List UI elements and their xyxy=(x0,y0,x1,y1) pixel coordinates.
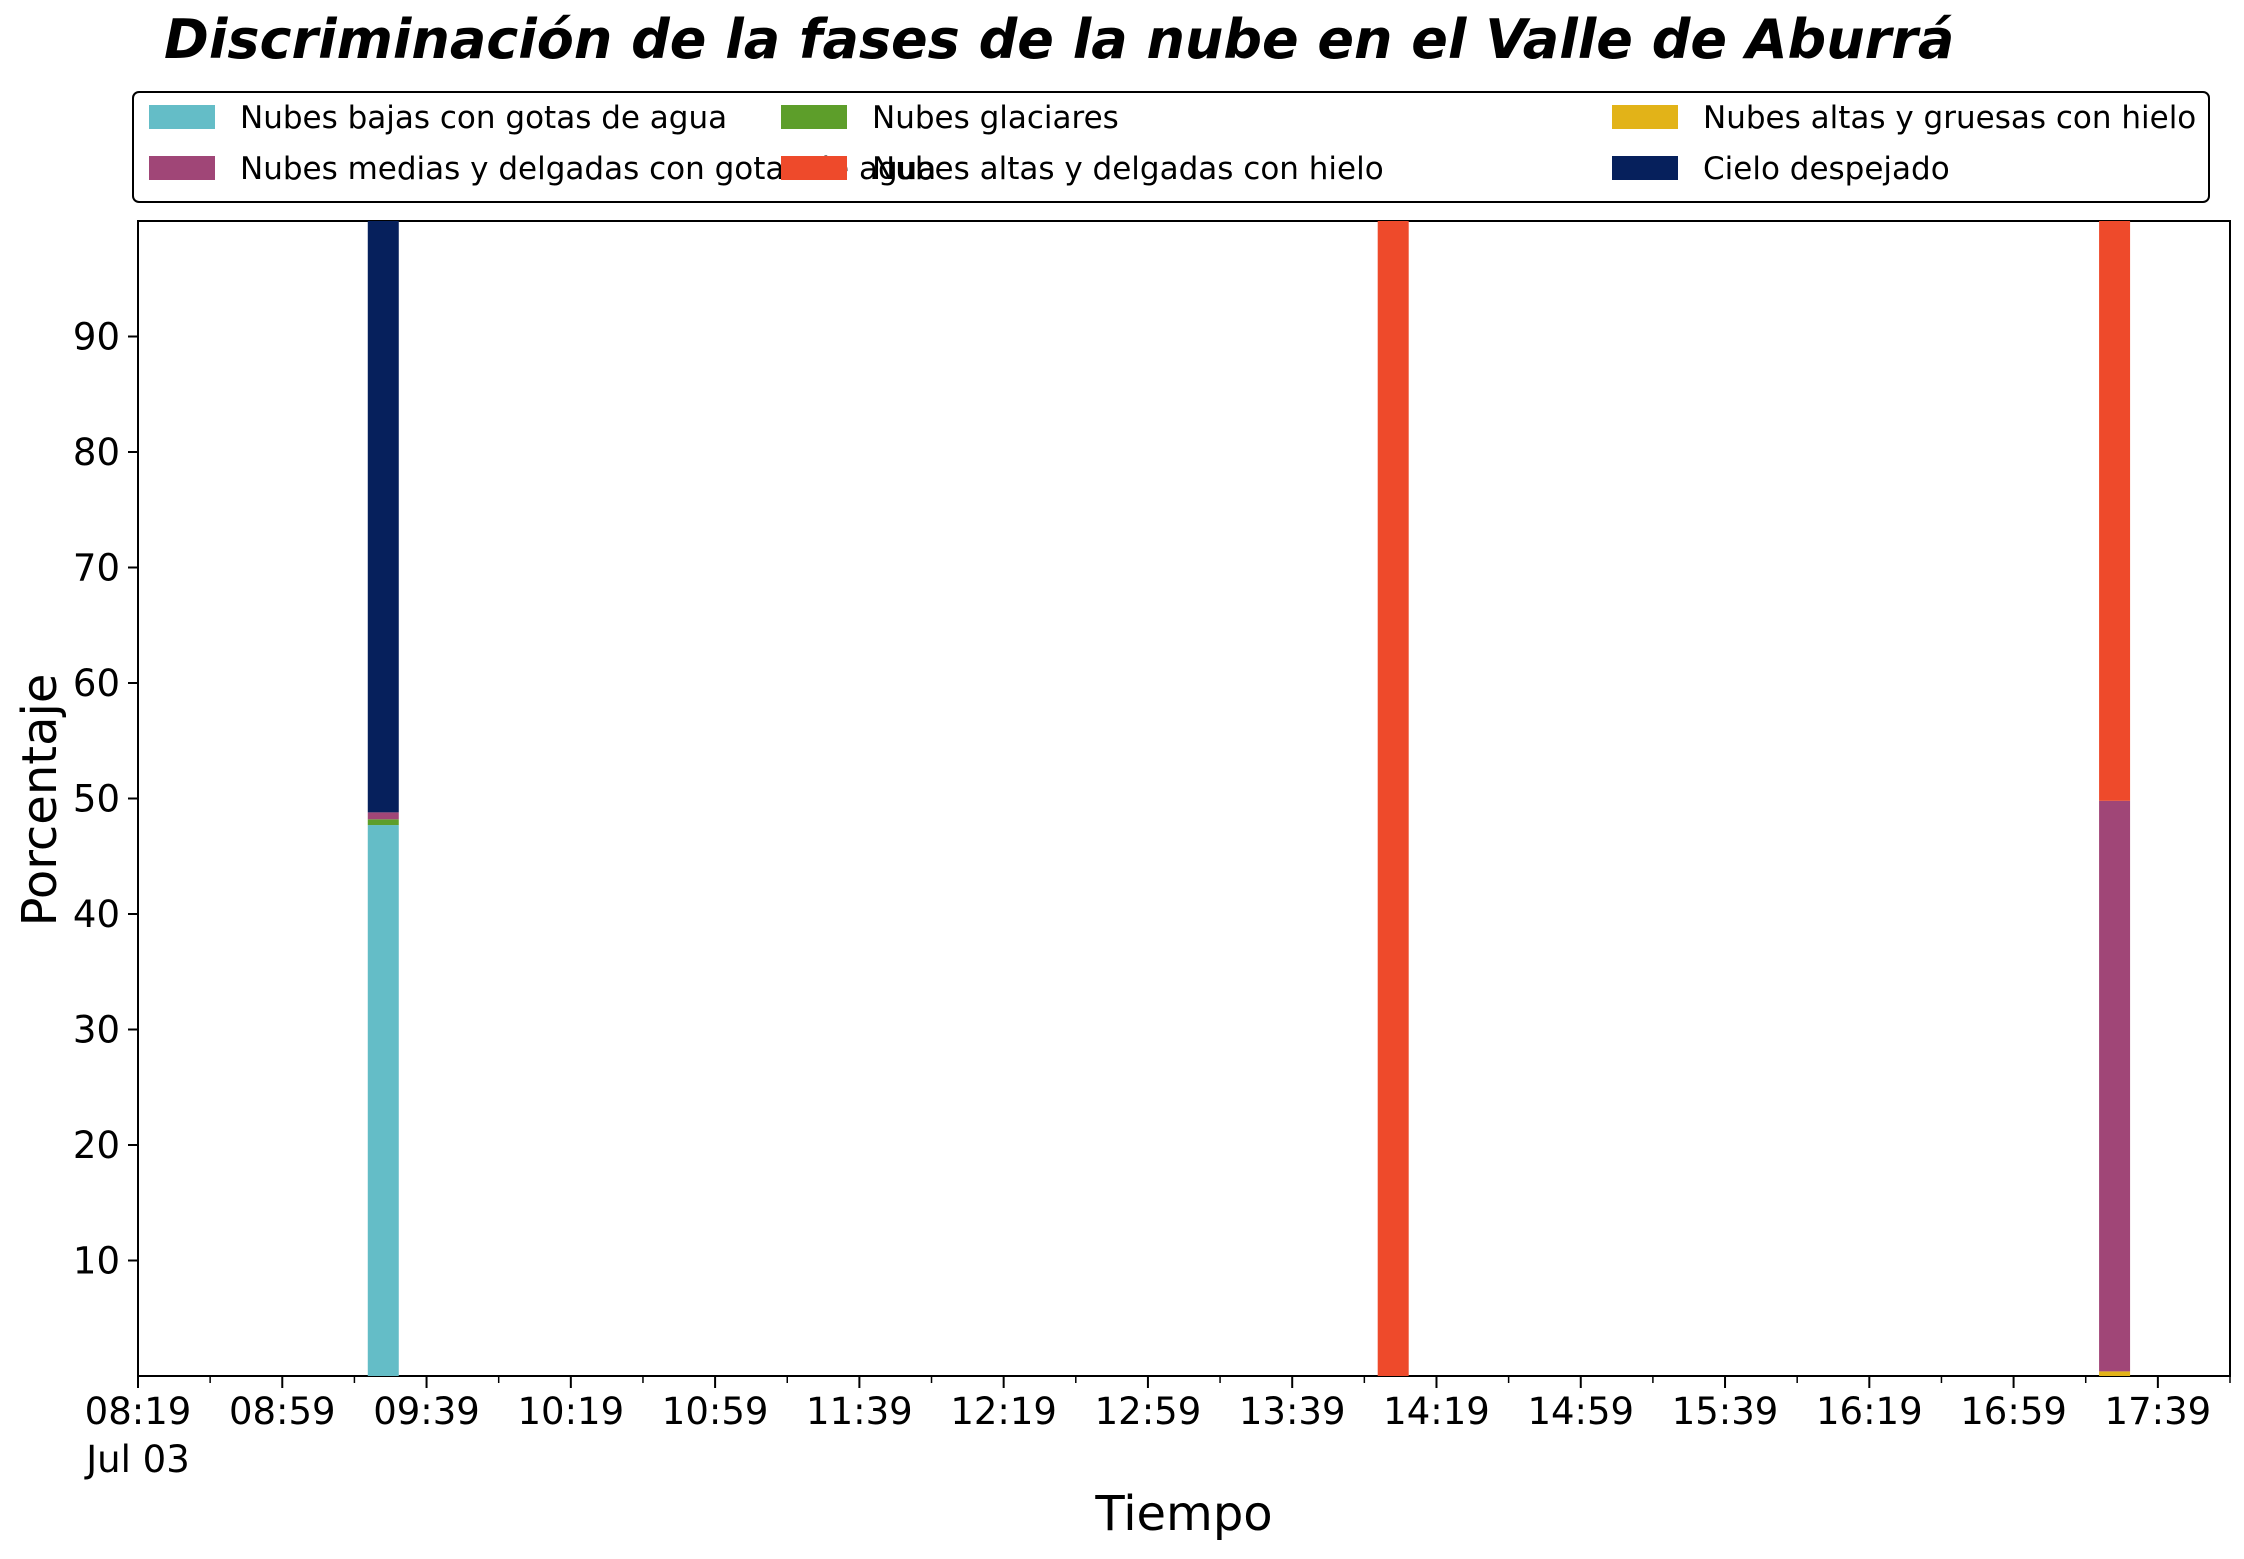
x-axis: 08:19 08:59 09:39 10:19 10:59 11:39 12:19 12:59… xyxy=(84,1376,2231,1481)
y-tick-label: 10 xyxy=(73,1240,120,1283)
y-tick-label: 30 xyxy=(73,1009,120,1052)
x-tick-label: 08:59 xyxy=(229,1390,336,1433)
x-tick-label: 09:39 xyxy=(373,1390,480,1433)
bar-segment-nubes-altas-y-gruesas-con-hielo-1727 xyxy=(2099,1371,2131,1376)
bar-segment-nubes-bajas-con-gotas-de-agua-0927 xyxy=(367,825,399,1376)
x-date-label: Jul 03 xyxy=(84,1438,189,1481)
y-tick-label: 60 xyxy=(73,662,120,705)
bar-segment-cielo-despejado-0927 xyxy=(367,221,399,813)
legend-label-nubes-altas-y-gruesas-con-hielo: Nubes altas y gruesas con hielo xyxy=(1703,100,2196,136)
plot-area: 10 20 30 40 50 60 70 80 90 08:19 08:59 09:39 10:19 1… xyxy=(73,220,2231,1481)
x-tick-label: 13:39 xyxy=(1239,1390,1346,1433)
x-tick-label: 10:59 xyxy=(662,1390,769,1433)
y-axis: 10 20 30 40 50 60 70 80 90 xyxy=(73,316,138,1283)
x-axis-label: Tiempo xyxy=(1094,1486,1272,1542)
plot-frame xyxy=(137,220,2231,1377)
bar-segment-nubes-altas-y-delgadas-con-hielo-1407 xyxy=(1377,221,1409,1376)
y-tick-label: 70 xyxy=(73,547,120,590)
y-tick-label: 40 xyxy=(73,893,120,936)
y-tick-label: 80 xyxy=(73,431,120,474)
legend-swatch-nubes-glaciares xyxy=(781,105,847,129)
chart-title: Discriminación de la fases de la nube en… xyxy=(164,8,1954,71)
bars xyxy=(367,221,2131,1376)
legend-label-nubes-bajas-con-gotas-de-agua: Nubes bajas con gotas de agua xyxy=(240,100,727,136)
x-tick-label: 12:19 xyxy=(950,1390,1057,1433)
y-tick-label: 50 xyxy=(73,778,120,821)
x-tick-label: 14:19 xyxy=(1383,1390,1490,1433)
legend: Nubes bajas con gotas de agua Nubes glaci… xyxy=(132,91,2210,203)
y-tick-label: 20 xyxy=(73,1124,120,1167)
x-tick-label: 14:59 xyxy=(1527,1390,1634,1433)
bar-segment-nubes-altas-y-delgadas-con-hielo-1727 xyxy=(2099,221,2131,801)
x-tick-label: 10:19 xyxy=(518,1390,625,1433)
y-tick-label: 90 xyxy=(73,316,120,359)
legend-swatch-cielo-despejado xyxy=(1612,156,1678,180)
y-axis-label: Porcentaje xyxy=(12,674,68,927)
legend-label-nubes-altas-y-delgadas-con-hielo: Nubes altas y delgadas con hielo xyxy=(872,151,1384,187)
legend-frame xyxy=(132,91,2210,203)
bar-segment-nubes-medias-y-delgadas-con-gotas-de-agua-0927 xyxy=(367,812,399,820)
x-tick-label: 17:39 xyxy=(2105,1390,2212,1433)
x-tick-label: 08:19 xyxy=(85,1390,192,1433)
bar-segment-nubes-medias-y-delgadas-con-gotas-de-agua-1727 xyxy=(2099,800,2131,1372)
legend-swatch-nubes-medias-y-delgadas-con-gotas-de-agua xyxy=(149,156,215,180)
x-tick-label: 11:39 xyxy=(806,1390,913,1433)
x-tick-label: 15:39 xyxy=(1672,1390,1779,1433)
x-tick-label: 16:19 xyxy=(1816,1390,1923,1433)
x-tick-label: 16:59 xyxy=(1960,1390,2067,1433)
legend-label-nubes-glaciares: Nubes glaciares xyxy=(872,100,1119,136)
legend-label-cielo-despejado: Cielo despejado xyxy=(1703,151,1950,187)
x-tick-label: 12:59 xyxy=(1095,1390,1202,1433)
legend-swatch-nubes-bajas-con-gotas-de-agua xyxy=(149,105,215,129)
legend-swatch-nubes-altas-y-delgadas-con-hielo xyxy=(781,156,847,180)
legend-swatch-nubes-altas-y-gruesas-con-hielo xyxy=(1612,105,1678,129)
bar-segment-nubes-glaciares-0927 xyxy=(367,819,399,826)
